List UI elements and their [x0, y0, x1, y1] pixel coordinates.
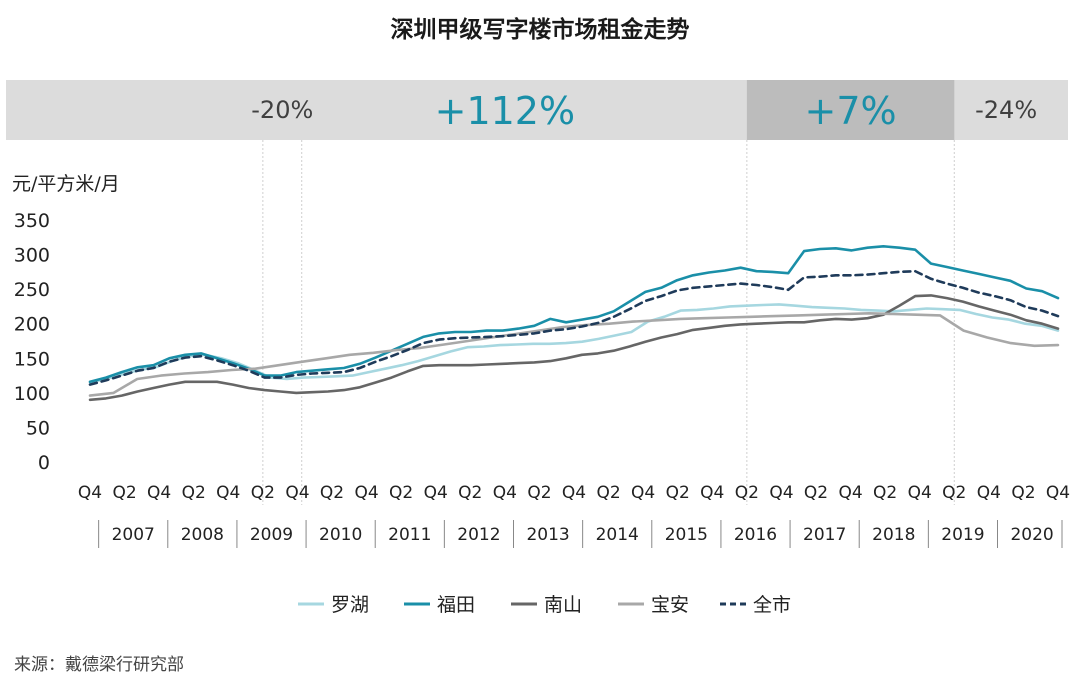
- period-band-2: [746, 80, 955, 140]
- period-label-0: -20%: [251, 96, 313, 124]
- x-tick-label: Q4: [285, 483, 309, 503]
- year-label: 2018: [872, 525, 915, 545]
- y-tick-label: 0: [38, 452, 50, 474]
- legend-label-3: 宝安: [651, 594, 689, 616]
- year-label: 2008: [181, 525, 224, 545]
- year-label: 2007: [112, 525, 155, 545]
- x-tick-label: Q2: [251, 483, 275, 503]
- x-tick-label: Q4: [700, 483, 724, 503]
- x-tick-label: Q4: [1046, 483, 1070, 503]
- year-label: 2010: [319, 525, 362, 545]
- legend-label-2: 南山: [544, 594, 582, 616]
- x-tick-label: Q4: [216, 483, 240, 503]
- x-tick-label: Q2: [320, 483, 344, 503]
- series-line-3: [88, 311, 1060, 397]
- year-label: 2011: [388, 525, 431, 545]
- x-tick-label: Q2: [1011, 483, 1035, 503]
- legend-label-1: 福田: [437, 594, 475, 616]
- year-label: 2016: [734, 525, 777, 545]
- period-label-2: +7%: [805, 89, 897, 133]
- year-label: 2019: [941, 525, 984, 545]
- period-label-1: +112%: [435, 89, 575, 133]
- chart-title: 深圳甲级写字楼市场租金走势: [390, 17, 690, 43]
- x-tick-label: Q2: [596, 483, 620, 503]
- x-tick-label: Q2: [527, 483, 551, 503]
- x-tick-label: Q2: [389, 483, 413, 503]
- year-label: 2009: [250, 525, 293, 545]
- y-tick-label: 100: [14, 383, 50, 405]
- x-tick-label: Q4: [78, 483, 102, 503]
- year-label: 2012: [457, 525, 500, 545]
- x-tick-label: Q4: [631, 483, 655, 503]
- y-tick-label: 250: [14, 279, 50, 301]
- y-tick-label: 300: [14, 245, 50, 267]
- x-tick-label: Q4: [769, 483, 793, 503]
- x-tick-label: Q2: [458, 483, 482, 503]
- y-tick-label: 350: [14, 210, 50, 232]
- y-tick-label: 50: [26, 417, 50, 439]
- series-line-4: [88, 269, 1060, 386]
- x-tick-label: Q2: [942, 483, 966, 503]
- legend-label-4: 全市: [753, 594, 791, 616]
- x-tick-label: Q2: [735, 483, 759, 503]
- x-tick-label: Q4: [908, 483, 932, 503]
- year-label: 2017: [803, 525, 846, 545]
- y-axis-label: 元/平方米/月: [12, 173, 120, 195]
- x-tick-label: Q4: [354, 483, 378, 503]
- x-tick-label: Q2: [873, 483, 897, 503]
- x-tick-label: Q2: [804, 483, 828, 503]
- x-tick-label: Q2: [112, 483, 136, 503]
- period-label-3: -24%: [975, 96, 1037, 124]
- x-tick-label: Q2: [182, 483, 206, 503]
- year-label: 2014: [596, 525, 639, 545]
- x-tick-label: Q4: [424, 483, 448, 503]
- y-tick-label: 150: [14, 348, 50, 370]
- x-tick-label: Q4: [493, 483, 517, 503]
- year-label: 2013: [526, 525, 569, 545]
- x-tick-label: Q2: [666, 483, 690, 503]
- y-tick-label: 200: [14, 314, 50, 336]
- legend-label-0: 罗湖: [331, 594, 369, 616]
- x-tick-label: Q4: [838, 483, 862, 503]
- x-tick-label: Q4: [147, 483, 171, 503]
- year-label: 2020: [1010, 525, 1053, 545]
- source-note: 来源：戴德梁行研究部: [14, 655, 184, 675]
- x-tick-label: Q4: [977, 483, 1001, 503]
- x-tick-label: Q4: [562, 483, 586, 503]
- series-line-2: [88, 294, 1060, 402]
- year-label: 2015: [665, 525, 708, 545]
